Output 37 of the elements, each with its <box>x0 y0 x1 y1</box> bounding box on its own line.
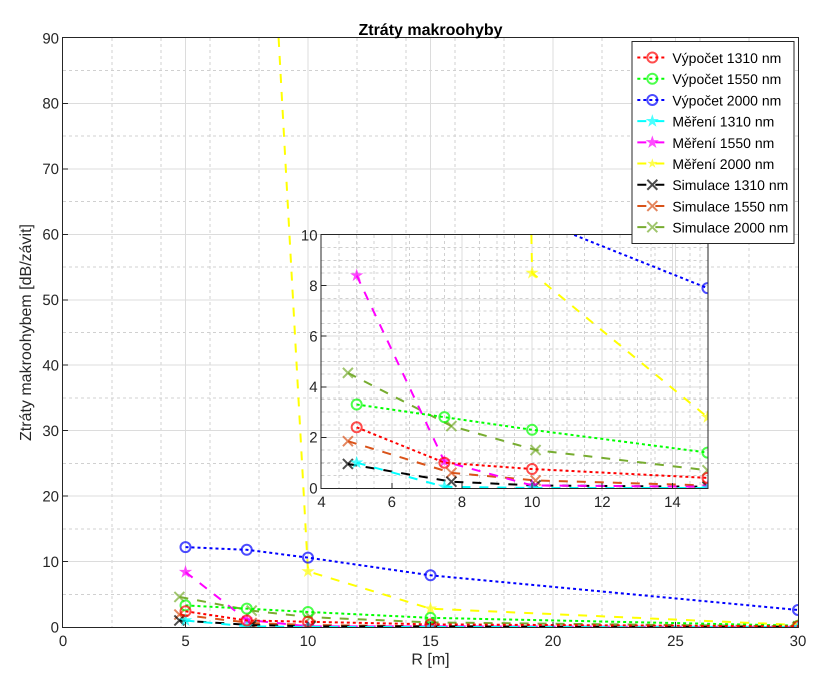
legend-label: Simulace 1310 nm <box>672 177 788 194</box>
x-tick-label: 25 <box>667 633 684 650</box>
legend-label: Simulace 1550 nm <box>672 198 788 214</box>
y-tick-label: 30 <box>42 422 59 440</box>
y-tick-label: 40 <box>42 357 59 374</box>
y-tick-label: 60 <box>42 226 59 244</box>
x-tick-label: 14 <box>664 494 681 511</box>
y-tick-label: 90 <box>42 30 59 48</box>
y-tick-label: 4 <box>309 379 318 396</box>
legend-label: Měření 2000 nm <box>672 156 774 172</box>
legend-label: Výpočet 1310 nm <box>672 50 782 66</box>
x-tick-label: 6 <box>388 494 396 511</box>
y-axis-title: Ztráty makroohybem [dB/závit] <box>18 224 36 441</box>
y-tick-label: 2 <box>309 430 318 447</box>
x-tick-label: 8 <box>458 494 466 511</box>
x-tick-label: 30 <box>790 633 806 650</box>
x-tick-label: 12 <box>594 494 611 511</box>
y-tick-label: 10 <box>42 554 59 571</box>
y-tick-label: 8 <box>309 278 318 295</box>
y-tick-label: 0 <box>309 480 318 498</box>
legend-label: Simulace 2000 nm <box>672 220 788 236</box>
y-tick-label: 80 <box>42 96 59 113</box>
x-tick-label: 20 <box>544 633 562 650</box>
x-tick-label: 10 <box>524 494 540 511</box>
x-axis-title: R [m] <box>411 652 450 669</box>
y-tick-label: 10 <box>300 227 318 244</box>
x-tick-label: 5 <box>181 633 190 650</box>
y-tick-label: 0 <box>50 619 59 636</box>
y-tick-label: 6 <box>309 328 318 346</box>
x-tick-label: 15 <box>422 633 439 650</box>
chart-title: Ztráty makroohyby <box>358 22 503 40</box>
legend-label: Měření 1550 nm <box>672 134 774 151</box>
legend-label: Měření 1310 nm <box>672 114 774 130</box>
legend-label: Výpočet 2000 nm <box>672 92 782 108</box>
y-tick-label: 50 <box>42 292 59 310</box>
legend-label: Výpočet 1550 nm <box>672 71 782 88</box>
y-tick-label: 70 <box>42 161 59 178</box>
